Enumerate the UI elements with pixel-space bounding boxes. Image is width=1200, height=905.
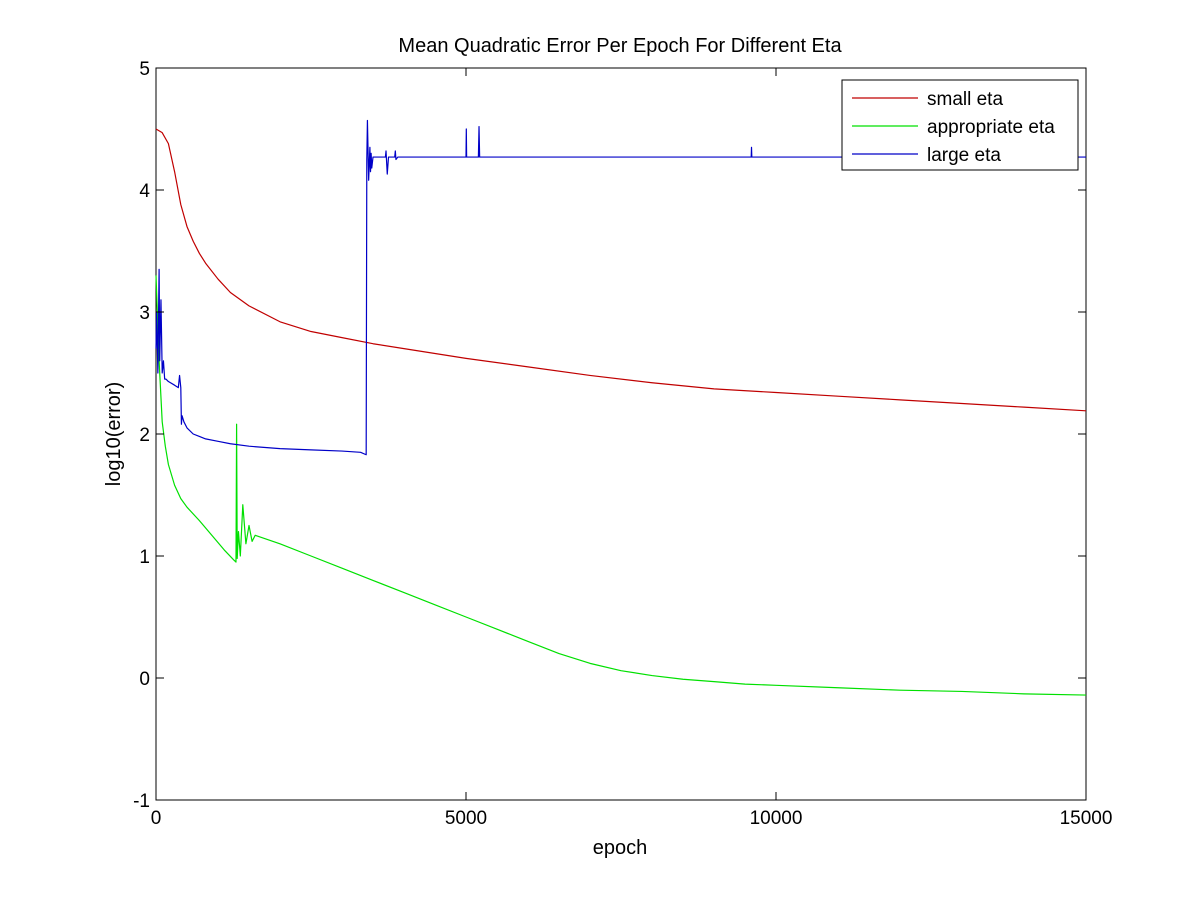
y-axis-label: log10(error)	[103, 382, 125, 486]
legend: small eta appropriate eta large eta	[841, 79, 1079, 171]
series-line-1	[155, 275, 1087, 696]
series-line-0	[155, 128, 1087, 412]
y-tick-label: 5	[139, 59, 150, 80]
x-tick-label: 0	[151, 808, 162, 829]
x-tick-label: 10000	[750, 808, 803, 829]
legend-label-1: appropriate eta	[927, 117, 1055, 138]
y-tick-label: 4	[139, 181, 150, 202]
chart-title: Mean Quadratic Error Per Epoch For Diffe…	[398, 35, 842, 57]
legend-label-0: small eta	[927, 89, 1003, 110]
legend-box	[841, 79, 1079, 171]
x-tick-label: 5000	[445, 808, 487, 829]
y-tick-label: 2	[139, 425, 150, 446]
series-line-2	[155, 119, 1086, 456]
series-layer	[155, 119, 1087, 696]
y-tick-label: -1	[133, 791, 150, 812]
y-tick-label: 3	[139, 303, 150, 324]
legend-label-2: large eta	[927, 145, 1001, 166]
y-tick-label: 1	[139, 547, 150, 568]
y-tick-label: 0	[139, 669, 150, 690]
x-tick-label: 15000	[1060, 808, 1113, 829]
plot-area	[155, 67, 1087, 801]
x-axis-label: epoch	[593, 837, 648, 859]
